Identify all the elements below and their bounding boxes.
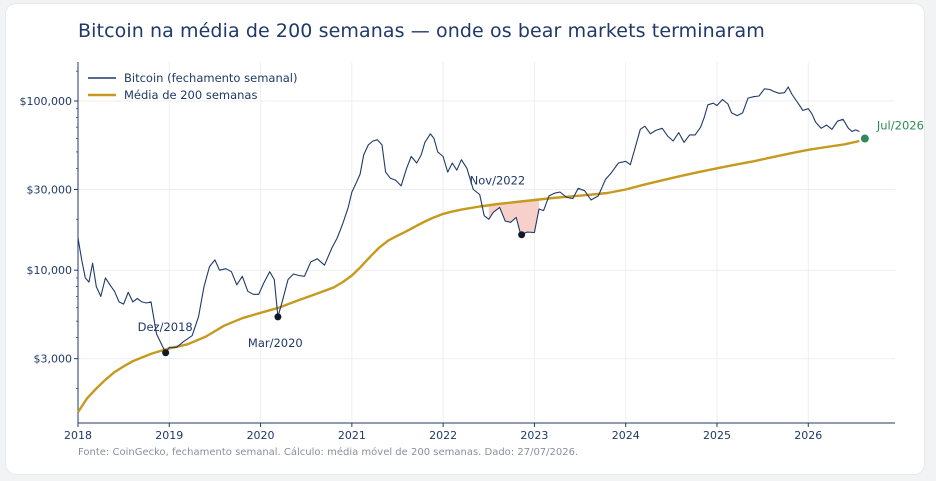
x-tick-label: 2024 (612, 429, 640, 442)
annotation-label: Nov/2022 (470, 174, 526, 188)
x-tick-label: 2026 (794, 429, 822, 442)
x-tick-label: 2022 (429, 429, 457, 442)
y-tick-label: $3,000 (34, 353, 73, 366)
bitcoin-line (77, 86, 860, 354)
legend-label-ma200: Média de 200 semanas (124, 88, 257, 102)
annotation-marker (162, 349, 170, 357)
y-tick-label: $30,000 (27, 183, 73, 196)
ma200-line (76, 139, 860, 413)
annotation-label: Dez/2018 (138, 320, 193, 334)
y-tick-label: $10,000 (27, 264, 73, 277)
series-lines (76, 86, 860, 413)
bear-market-shade (488, 199, 539, 235)
x-tick-label: 2020 (247, 429, 275, 442)
annotation-marker (860, 134, 869, 143)
x-tick-label: 2023 (520, 429, 548, 442)
y-tick-label: $100,000 (20, 95, 73, 108)
annotation-label: Mar/2020 (248, 336, 303, 350)
axes: 2018 2019 2020 2021 2022 2023 2024 2025 2026 $3,0… (20, 62, 895, 442)
legend: Bitcoin (fechamento semanal) Média de 200… (88, 71, 297, 102)
x-tick-label: 2018 (64, 429, 92, 442)
chart-footer: Fonte: CoinGecko, fechamento semanal. Cá… (78, 447, 579, 458)
shaded-region (488, 199, 539, 235)
annotations: Dez/2018 Mar/2020 Nov/2022 Jul/2026 (138, 119, 924, 357)
annotation-marker (518, 231, 526, 239)
grid (77, 62, 895, 423)
chart-title: Bitcoin na média de 200 semanas — onde o… (78, 20, 765, 42)
legend-label-bitcoin: Bitcoin (fechamento semanal) (124, 71, 297, 85)
chart-card (6, 4, 924, 474)
annotation-label: Jul/2026 (876, 119, 924, 133)
annotation-marker (274, 313, 282, 321)
x-tick-label: 2021 (338, 429, 366, 442)
x-tick-label: 2019 (155, 429, 183, 442)
x-tick-label: 2025 (703, 429, 731, 442)
